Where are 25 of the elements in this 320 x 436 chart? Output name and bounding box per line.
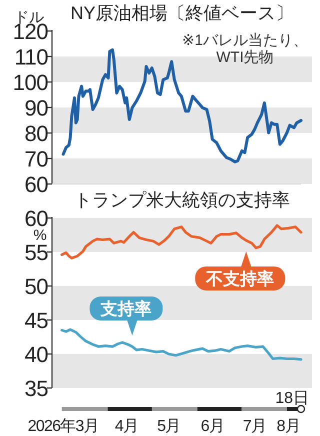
series-label: 支持率 <box>100 300 152 319</box>
line-series <box>60 328 302 361</box>
x-tick-label: 4月 <box>114 418 138 435</box>
chart-title: NY原油相場〔終値ベース〕 <box>70 3 294 23</box>
chart-title: トランプ米大統領の支持率 <box>74 190 290 210</box>
annotation: ※1バレル当たり、WTI先物 <box>181 32 309 66</box>
y-tick-label: 70 <box>24 146 48 172</box>
y-tick-label: 45 <box>24 308 48 333</box>
text: 18日 <box>275 390 309 407</box>
y-tick-label: 100 <box>12 70 48 95</box>
line-series <box>62 48 302 164</box>
y-tick-label: 40 <box>24 342 48 367</box>
y-tick-label: 60 <box>24 172 48 197</box>
y-tick-label: 35 <box>24 376 48 401</box>
x-tick-label: 5月 <box>157 418 180 435</box>
legend-label: 不支持率 <box>205 269 274 288</box>
x-tick-label: 2026年3月 <box>28 418 99 435</box>
x-tick-label: 7月 <box>242 418 266 435</box>
x-tick-label: 6月 <box>200 418 224 435</box>
y-tick-label: 80 <box>24 121 48 146</box>
y-tick-label: 50 <box>24 274 48 299</box>
line-series <box>60 224 302 260</box>
y-tick-label: 110 <box>14 44 48 70</box>
y-tick-label: 90 <box>24 96 48 120</box>
x-tick-label: 8月 <box>276 418 300 435</box>
